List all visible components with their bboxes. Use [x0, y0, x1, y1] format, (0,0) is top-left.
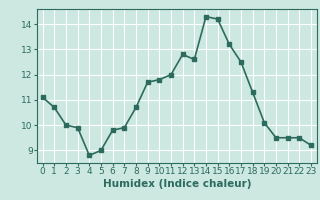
X-axis label: Humidex (Indice chaleur): Humidex (Indice chaleur) — [102, 179, 251, 189]
